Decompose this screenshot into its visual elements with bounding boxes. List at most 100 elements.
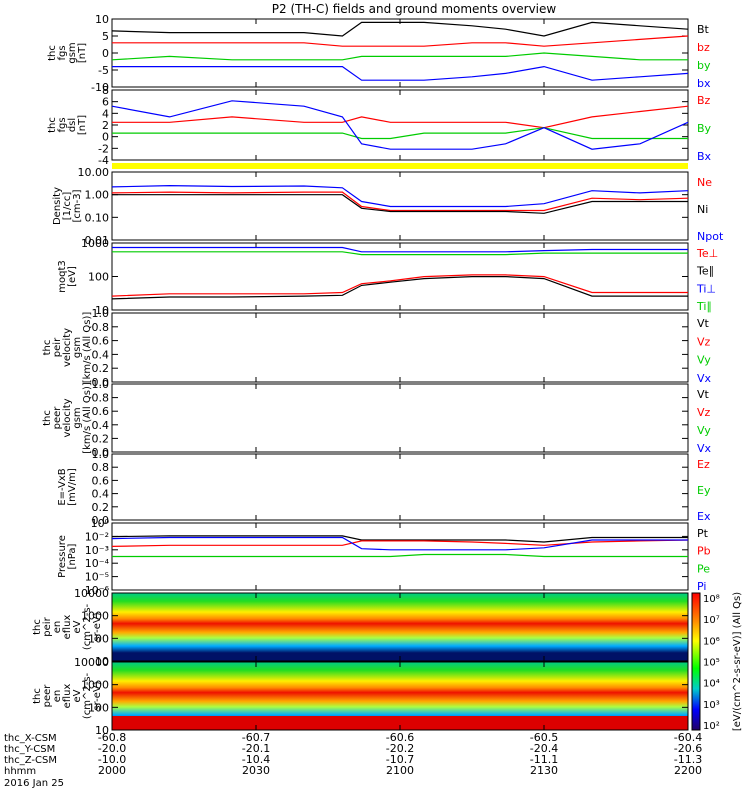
peir_spec-panel: 10000 1000 100 10 thc peir en eflux eV (cm^2-s-sr…: [32, 587, 689, 668]
y-tick-label: 0.01: [85, 234, 110, 247]
y-tick-label: 0.8: [92, 461, 110, 474]
y-tick-label: 0.10: [85, 211, 110, 224]
series-Npot: [111, 184, 689, 208]
y-tick-label: 0.8: [92, 321, 110, 334]
y-axis-label: thc: [42, 340, 53, 356]
y-tick-label: -4: [98, 154, 109, 167]
y-axis-label: thc: [42, 410, 53, 426]
y-axis-label: fgs: [57, 45, 68, 60]
series-Pb: [111, 539, 689, 547]
y-tick-label: 10⁻²: [85, 530, 109, 543]
y-axis-label: [km/s (All Qs)]: [82, 382, 93, 454]
peer_spec-panel: 10000 1000 100 10 thc peer en eflux eV (cm^2-s-sr…: [32, 656, 689, 737]
y-tick-label: 10: [95, 655, 109, 668]
y-tick-label: 10⁻⁴: [85, 557, 110, 570]
legend-Bt: Bt: [697, 23, 710, 36]
x-tick-value: -20.4: [530, 742, 558, 755]
y-tick-label: 1000: [81, 237, 109, 250]
fgs-panel: 10 5 0 -5 -10 thc fgs gsm [nT] Bt bz by bx: [47, 13, 711, 94]
x-axis-row-label: 2016 Jan 25: [4, 778, 64, 789]
x-tick-value: -60.8: [98, 731, 126, 744]
colorbar: [691, 592, 701, 731]
y-axis-label: [nPa]: [67, 543, 78, 569]
legend-bx: bx: [697, 77, 711, 90]
y-axis-label: eflux: [62, 684, 73, 709]
y-tick-label: 4: [102, 107, 109, 120]
y-axis-label: [nT]: [77, 43, 88, 63]
y-tick-label: 0: [102, 47, 109, 60]
colorbar-tick-label: 10⁶: [703, 636, 720, 647]
figure-title: P2 (TH-C) fields and ground moments over…: [272, 2, 557, 16]
legend-Ne: Ne: [697, 176, 712, 189]
x-tick-value: 2100: [386, 764, 414, 777]
y-tick-label: 10: [95, 724, 109, 737]
legend-by: by: [697, 59, 711, 72]
colorbar-tick-label: 10⁸: [703, 594, 720, 605]
y-tick-label: 10⁻⁶: [85, 584, 110, 597]
legend-Ex: Ex: [697, 510, 711, 523]
y-tick-label: 1.00: [85, 189, 110, 202]
legend-Npot: Npot: [697, 230, 724, 243]
y-axis-label: fgs: [57, 117, 68, 132]
y-tick-label: 0.0: [92, 376, 110, 389]
series-Ti∥: [112, 251, 688, 256]
efield-frame: [111, 453, 689, 521]
y-axis-label: peir: [42, 616, 53, 636]
y-tick-label: 10.00: [78, 166, 110, 179]
legend-Ez: Ez: [697, 458, 710, 471]
y-axis-label: thc: [32, 688, 43, 704]
y-axis-label: thc: [47, 117, 58, 133]
colorbar-tick-label: 10⁴: [703, 679, 720, 690]
y-axis-label: velocity: [62, 398, 73, 437]
y-tick-label: 8: [102, 84, 109, 97]
y-axis-label: Pressure: [57, 535, 68, 578]
y-tick-label: 1000: [81, 679, 109, 692]
x-tick-value: -10.7: [386, 753, 414, 766]
y-axis-label: peir: [52, 337, 63, 357]
y-tick-label: 10000: [74, 656, 109, 669]
peir_velocity-frame: [111, 312, 689, 383]
y-tick-label: 2: [102, 119, 109, 132]
y-tick-label: 0.0: [92, 514, 110, 527]
colorbar-tick-label: 10⁵: [703, 658, 720, 669]
colorbar-label: [eV/(cm^2-s-sr-eV)] (All Qs): [732, 592, 743, 731]
y-tick-label: 10⁻⁵: [85, 571, 109, 584]
y-axis-label: moqt3: [57, 260, 68, 293]
y-tick-label: 0.2: [92, 432, 110, 445]
series-Bx: [111, 100, 689, 150]
x-tick-value: -20.1: [242, 742, 270, 755]
x-tick-value: -11.3: [674, 753, 702, 766]
legend-Bx: Bx: [697, 150, 712, 163]
x-axis-row-label: thc_Z-CSM: [4, 755, 57, 766]
peir_spec-spectrogram: [112, 593, 688, 661]
x-tick-value: -60.4: [674, 731, 702, 744]
y-tick-label: 0.4: [92, 348, 110, 361]
series-Pt: [111, 535, 688, 543]
legend-Vt: Vt: [697, 317, 710, 330]
y-axis-label: [1/cc]: [62, 192, 73, 221]
y-tick-label: 0.0: [92, 446, 110, 459]
series-Ni: [112, 194, 688, 214]
y-axis-label: dsl: [67, 118, 78, 132]
y-tick-label: 5: [102, 30, 109, 43]
legend-Bz: Bz: [697, 94, 711, 107]
series-Bt: [111, 21, 689, 37]
y-axis-label: thc: [47, 45, 58, 61]
peer_velocity-frame: [111, 383, 689, 453]
y-tick-label: 0: [102, 131, 109, 144]
y-axis-label: sr-eV): [92, 612, 103, 641]
legend-Ti∥: Ti∥: [696, 300, 712, 313]
y-axis-label: [cm-3]: [72, 189, 83, 222]
colorbar-tick-label: 10⁷: [703, 615, 720, 626]
colorbar-tick-label: 10²: [703, 721, 720, 732]
y-tick-label: 100: [88, 632, 109, 645]
y-axis-label: [nT]: [77, 115, 88, 135]
legend-Vy: Vy: [697, 424, 711, 437]
y-tick-label: -10: [91, 81, 109, 94]
series-by: [111, 52, 688, 61]
y-axis-label: [eV]: [67, 266, 78, 287]
y-axis-label: (cm^2-s-: [82, 672, 93, 719]
